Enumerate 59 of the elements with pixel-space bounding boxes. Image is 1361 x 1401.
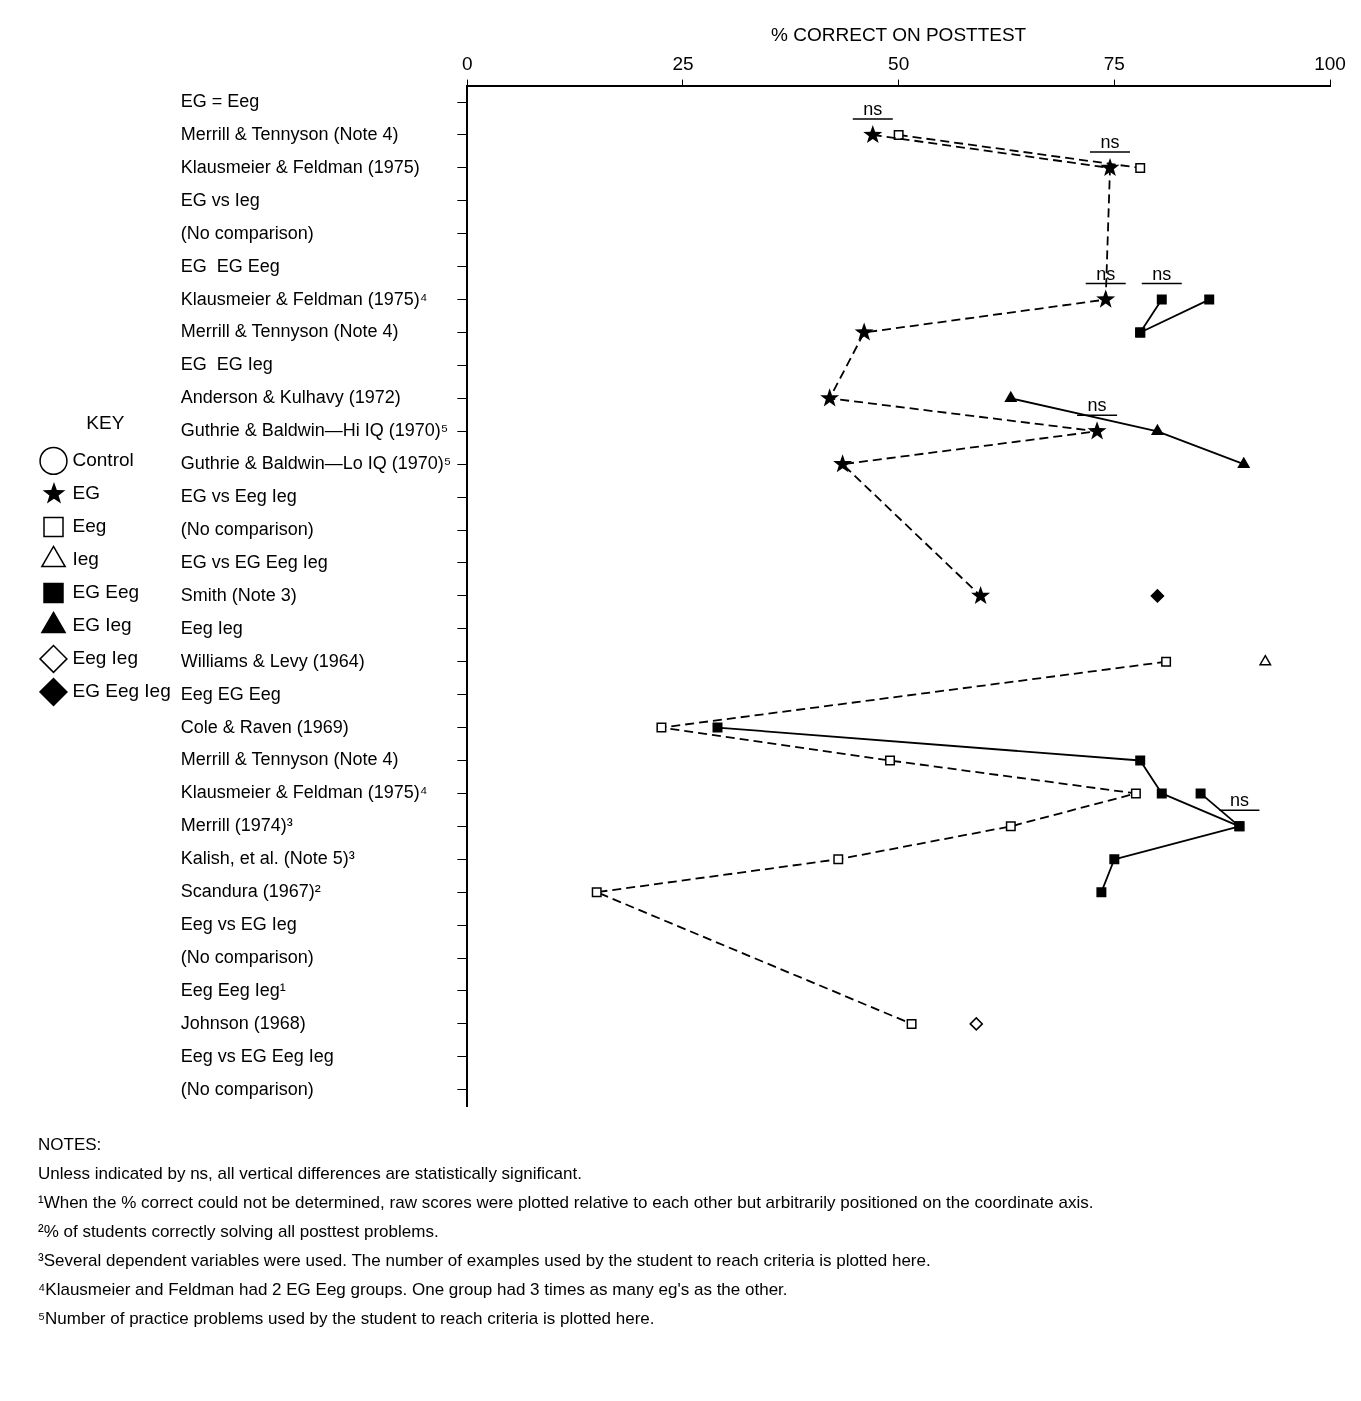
y-tick-label: Anderson & Kulhavy (1972) — [180, 387, 401, 408]
y-tick-label: EG = Eeg — [180, 91, 260, 112]
y-tick-label: Johnson (1968) — [180, 1012, 306, 1033]
y-tick-label: Scandura (1967)² — [180, 881, 321, 902]
y-tick-label: Guthrie & Baldwin—Lo IQ (1970)⁵ — [180, 453, 452, 474]
y-tick-label: EG vs Eeg Ieg — [180, 486, 297, 507]
legend-label: Eeg — [72, 515, 107, 537]
y-tick-label: (No comparison) — [180, 222, 314, 243]
y-tick-label: Eeg Ieg — [180, 617, 243, 638]
text: ²% of students correctly solving all posttest problems. — [38, 1221, 440, 1243]
x-tick-label: 50 — [888, 53, 910, 75]
annotation: ns — [1229, 790, 1249, 811]
legend-label: Control — [72, 449, 134, 471]
y-tick-label: (No comparison) — [180, 947, 314, 968]
annotation: ns — [1152, 263, 1172, 284]
legend-label: Eeg Ieg — [72, 647, 138, 669]
y-tick-label: EG vs EG Eeg Ieg — [180, 551, 328, 572]
y-tick-label: Klausmeier & Feldman (1975) — [180, 156, 420, 177]
legend-label: Ieg — [72, 548, 99, 570]
y-tick-label: EG EG Ieg — [180, 354, 273, 375]
y-tick-label: Eeg vs EG Eeg Ieg — [180, 1045, 334, 1066]
y-tick-label: Cole & Raven (1969) — [180, 716, 349, 737]
y-tick-label: Smith (Note 3) — [180, 584, 297, 605]
y-tick-label: Eeg Eeg Ieg¹ — [180, 979, 286, 1000]
y-tick-label: Merrill (1974)³ — [180, 815, 293, 836]
legend-title: KEY — [86, 412, 125, 434]
annotation: ns — [863, 98, 883, 119]
y-tick-label: Guthrie & Baldwin—Hi IQ (1970)⁵ — [180, 420, 449, 441]
text: ³Several dependent variables were used. The number of examples used by the student to reach criteria is plotted here. — [38, 1250, 932, 1272]
annotation: ns — [1087, 395, 1107, 416]
annotation: ns — [1096, 263, 1116, 284]
y-tick-label: Klausmeier & Feldman (1975)⁴ — [180, 288, 428, 309]
legend-label: EG — [72, 482, 100, 504]
legend-label: EG Ieg — [72, 614, 132, 636]
y-tick-label: Williams & Levy (1964) — [180, 650, 365, 671]
y-tick-label: Merrill & Tennyson (Note 4) — [180, 123, 399, 144]
annotation: ns — [1100, 131, 1120, 152]
x-tick-label: 25 — [672, 53, 694, 75]
y-tick-label: EG EG Eeg — [180, 255, 280, 276]
x-axis-title: % CORRECT ON POSTTEST — [771, 23, 1027, 45]
text: ⁵Number of practice problems used by the student to reach criteria is plotted here. — [38, 1308, 656, 1330]
legend-label: EG Eeg — [72, 581, 140, 603]
x-tick-label: 0 — [462, 53, 473, 75]
legend-label: EG Eeg Ieg — [72, 680, 171, 702]
y-tick-label: (No comparison) — [180, 1078, 314, 1099]
y-tick-label: EG vs Ieg — [180, 189, 260, 210]
text: NOTES: — [38, 1134, 103, 1156]
y-tick-label: Klausmeier & Feldman (1975)⁴ — [180, 782, 428, 803]
y-tick-label: Eeg EG Eeg — [180, 683, 281, 704]
y-tick-label: Kalish, et al. (Note 5)³ — [180, 848, 355, 869]
y-tick-label: Merrill & Tennyson (Note 4) — [180, 321, 399, 342]
text: Unless indicated by ns, all vertical differences are statistically significant. — [38, 1163, 583, 1185]
x-tick-label: 100 — [1314, 53, 1346, 75]
y-tick-label: Eeg vs EG Ieg — [180, 914, 297, 935]
x-tick-label: 75 — [1103, 53, 1125, 75]
y-tick-label: (No comparison) — [180, 519, 314, 540]
y-tick-label: Merrill & Tennyson (Note 4) — [180, 749, 399, 770]
text: ⁴Klausmeier and Feldman had 2 EG Eeg groups. One group had 3 times as many eg's as the other. — [38, 1279, 789, 1301]
text: ¹When the % correct could not be determined, raw scores were plotted relative to each other but arbitrarily positioned on the coordinate axis. — [38, 1192, 1095, 1214]
